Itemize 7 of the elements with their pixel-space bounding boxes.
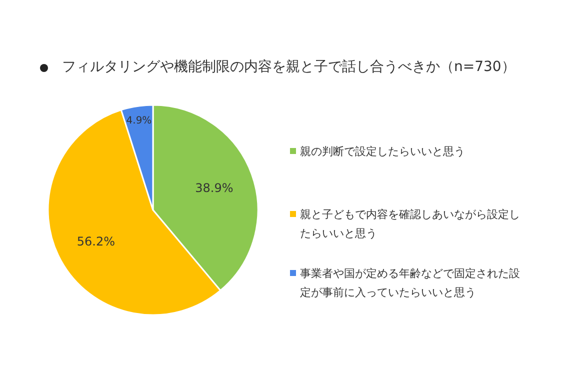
data-label: 56.2% [76,234,116,248]
chart-title: フィルタリングや機能制限の内容を親と子で話し合うべきか（n=730） [62,58,516,76]
legend-label: 親の判断で設定したらいいと思う [300,145,465,158]
data-label: 38.9% [195,180,234,195]
data-label: 4.9% [126,116,152,127]
legend-label: 事業者や国が定める年齢などで固定された設定が事前に入っていたらいいと思う [300,267,520,299]
legend-label: 親と子どもで内容を確認しあいながら設定したらいいと思う [300,208,520,240]
